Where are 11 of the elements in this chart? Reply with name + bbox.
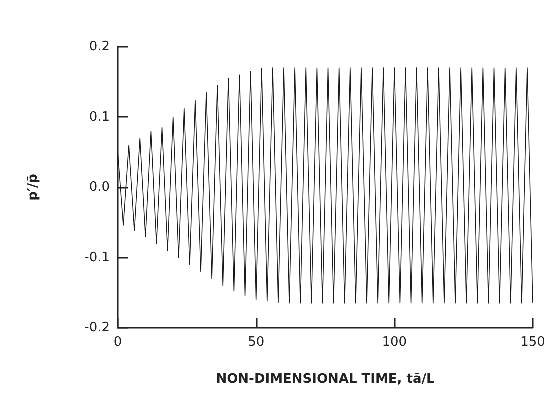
- y-tick-label: 0.2: [89, 40, 110, 54]
- x-tick-label: 100: [382, 335, 408, 350]
- x-axis-title: NON-DIMENSIONAL TIME, tā/L: [216, 372, 435, 387]
- x-tick-label: 0: [114, 335, 122, 350]
- y-tick-label: -0.1: [84, 250, 110, 266]
- y-axis-title: p′/p̄: [26, 174, 41, 201]
- x-tick-label: 50: [248, 335, 265, 350]
- y-tick-label: 0.1: [89, 110, 110, 125]
- x-tick-label: 150: [520, 335, 546, 350]
- y-tick-label: 0.0: [89, 180, 110, 195]
- y-tick-label: -0.2: [84, 320, 110, 336]
